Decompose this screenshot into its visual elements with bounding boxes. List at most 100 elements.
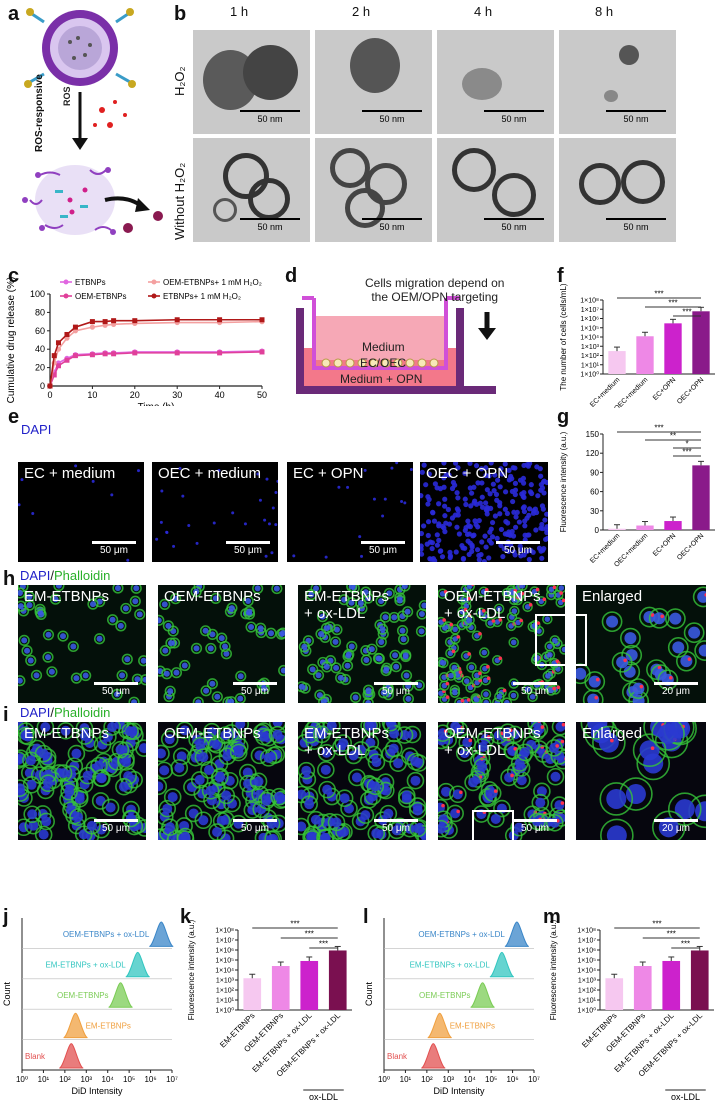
cell (218, 747, 237, 765)
nucleus (237, 673, 244, 680)
scale-label: 50 nm (501, 222, 527, 232)
nucleus (623, 665, 636, 678)
cell (580, 722, 615, 740)
nucleus (520, 493, 526, 500)
nucleus (456, 531, 462, 537)
significance-label: *** (682, 308, 691, 317)
nucleus (195, 740, 206, 751)
nucleus (576, 667, 587, 680)
nanoparticle (555, 744, 559, 748)
nucleus (323, 663, 330, 670)
nucleus (193, 645, 200, 652)
cell (552, 809, 565, 827)
nucleus (517, 477, 524, 483)
bar (271, 966, 290, 1010)
cell (18, 675, 26, 687)
nucleus (375, 655, 382, 662)
cell (94, 596, 106, 608)
data-point (55, 340, 61, 346)
nucleus (363, 468, 367, 472)
histogram-peak (421, 1043, 446, 1069)
nanoparticle (561, 598, 565, 603)
cell (211, 691, 223, 703)
nucleus (137, 469, 141, 473)
cell (317, 743, 336, 762)
y-axis-label: Fluorescence intensity (a.u.) (549, 919, 558, 1020)
nucleus (404, 608, 411, 615)
nucleus (498, 466, 504, 472)
cell (201, 781, 220, 800)
cell (366, 777, 385, 796)
nucleus (24, 647, 31, 654)
nucleus (172, 595, 179, 602)
cell (651, 722, 685, 751)
histogram-peak (149, 921, 174, 947)
histogram-peak (108, 982, 133, 1008)
nucleus (155, 537, 159, 541)
scale-bar: 50 μm (233, 682, 277, 697)
nucleus (125, 726, 136, 737)
nanoparticle (560, 801, 565, 805)
cell (449, 687, 461, 698)
nanoparticle (510, 773, 514, 778)
nucleus (697, 590, 706, 603)
nucleus (431, 518, 438, 524)
cell (550, 796, 565, 814)
x-tick-label: 10⁶ (144, 1075, 156, 1084)
scale-bar-label: 50 μm (521, 686, 549, 697)
nucleus (430, 509, 436, 515)
cell (652, 810, 686, 840)
cell (508, 690, 519, 701)
cell (362, 684, 375, 696)
nanoparticle (559, 591, 563, 595)
cell (485, 617, 496, 629)
nucleus (460, 545, 466, 551)
x-tick-label: 10⁶ (506, 1075, 518, 1084)
scale-bar-label: 20 μm (662, 686, 690, 697)
nucleus (165, 530, 169, 534)
nanoparticle (552, 585, 557, 590)
nucleus (436, 501, 442, 507)
nucleus (529, 694, 536, 700)
nucleus (454, 506, 460, 512)
cell (312, 669, 325, 681)
y-tick-label: 120 (586, 449, 600, 458)
cell (367, 824, 386, 840)
legend-label: ETBNPs+ 1 mM H₂O₂ (163, 292, 241, 301)
nucleus (313, 585, 320, 592)
nucleus (535, 493, 541, 499)
micrograph (158, 722, 285, 840)
data-point (259, 317, 265, 323)
legend-label: OEM-ETBNPs+ 1 mM H₂O₂ (163, 278, 262, 287)
cell (460, 585, 472, 595)
dapi-label-i: DAPI (20, 705, 51, 720)
cell (115, 777, 133, 796)
nucleus (227, 798, 238, 809)
nucleus (18, 603, 24, 610)
cell (23, 805, 41, 824)
nucleus (161, 601, 168, 608)
y-tick-label: 1×10³ (581, 344, 600, 351)
nanoparticle (535, 587, 540, 592)
x-tick-label: 10² (421, 1075, 433, 1084)
nucleus (392, 652, 399, 659)
y-tick-label: 1×10⁴ (215, 968, 234, 975)
tem-noh2o2-4h: 50 nm (437, 138, 554, 242)
cell (480, 697, 492, 703)
nucleus (421, 602, 426, 609)
histogram-label: OEM-ETBNPs + ox-LDL (63, 930, 150, 939)
nucleus (536, 786, 547, 797)
scale-label: 50 nm (379, 114, 405, 124)
cell (551, 722, 565, 736)
nucleus (538, 482, 544, 488)
cell (366, 643, 378, 655)
nucleus (401, 585, 408, 590)
cell (507, 587, 518, 598)
nucleus (510, 692, 517, 699)
nucleus (426, 471, 432, 477)
cell (438, 819, 450, 838)
cell (162, 620, 174, 632)
nucleus (71, 748, 82, 759)
bar (328, 950, 347, 1010)
nucleus (174, 762, 185, 773)
